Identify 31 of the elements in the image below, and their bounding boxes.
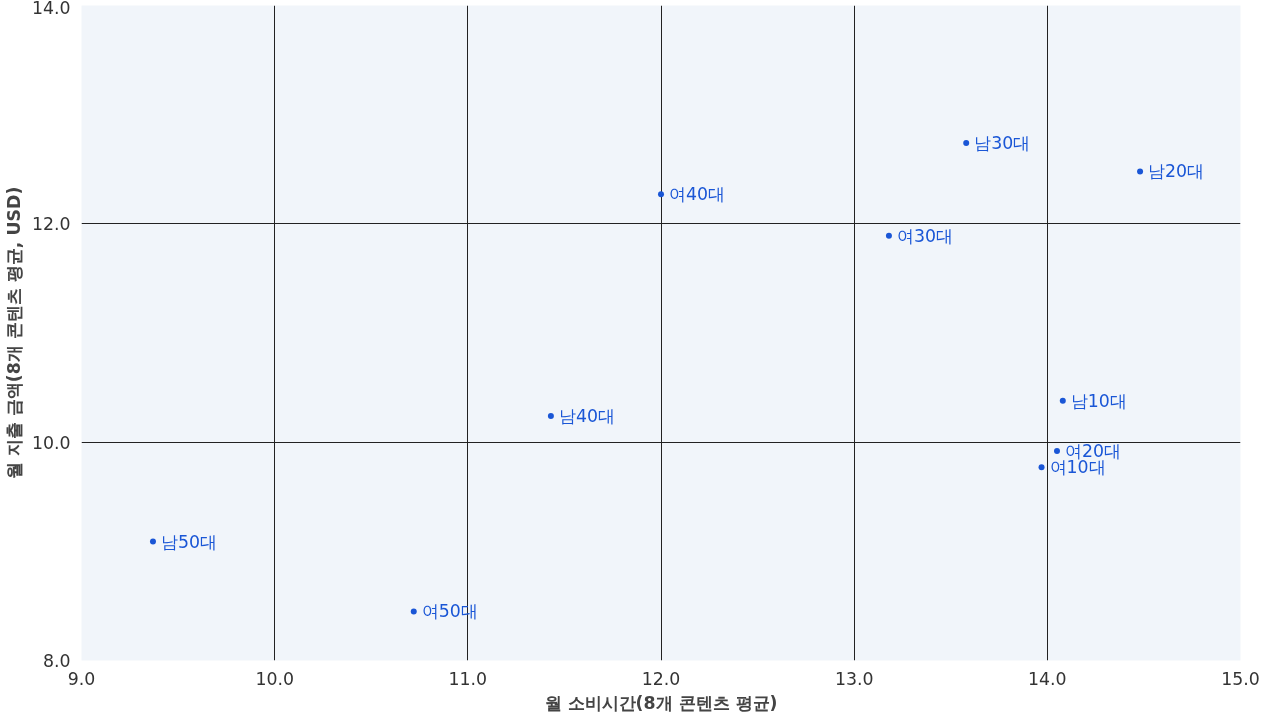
point (547, 412, 554, 419)
y-tick-label: 14.0 (31, 0, 71, 18)
point (1053, 447, 1060, 454)
annotation: 남30대 (974, 133, 1031, 154)
point (885, 232, 892, 239)
point (149, 538, 156, 545)
x-axis-title: 월 소비시간(8개 콘텐츠 평균) (544, 692, 778, 713)
x-tick-label: 14.0 (1028, 668, 1067, 689)
annotation: 남50대 (160, 531, 218, 552)
annotation: 여30대 (896, 225, 953, 246)
y-tick-label: 12.0 (31, 214, 71, 235)
annotation: 남10대 (1070, 390, 1127, 411)
annotation: 여40대 (669, 184, 726, 205)
annotation: 남40대 (558, 405, 615, 426)
point (1059, 397, 1066, 404)
y-tick-label: 8.0 (42, 651, 71, 671)
y-axis-title: 월 지출 금액(8개 콘텐츠 평균, USD) (3, 186, 24, 480)
x-tick-label: 11.0 (448, 668, 488, 689)
point (1137, 168, 1144, 175)
x-tick-label: 12.0 (641, 668, 681, 689)
point (410, 608, 417, 615)
x-tick-label: 13.0 (834, 668, 874, 689)
x-tick-label: 10.0 (255, 668, 294, 689)
x-tick-label: 9.0 (67, 668, 96, 689)
annotation: 남20대 (1148, 161, 1205, 182)
point (1038, 464, 1045, 471)
x-tick-label: 15.0 (1221, 668, 1260, 689)
point (658, 191, 664, 198)
y-tick-label: 10.0 (31, 432, 71, 453)
annotation: 여20대 (1064, 440, 1122, 461)
point (963, 140, 970, 147)
